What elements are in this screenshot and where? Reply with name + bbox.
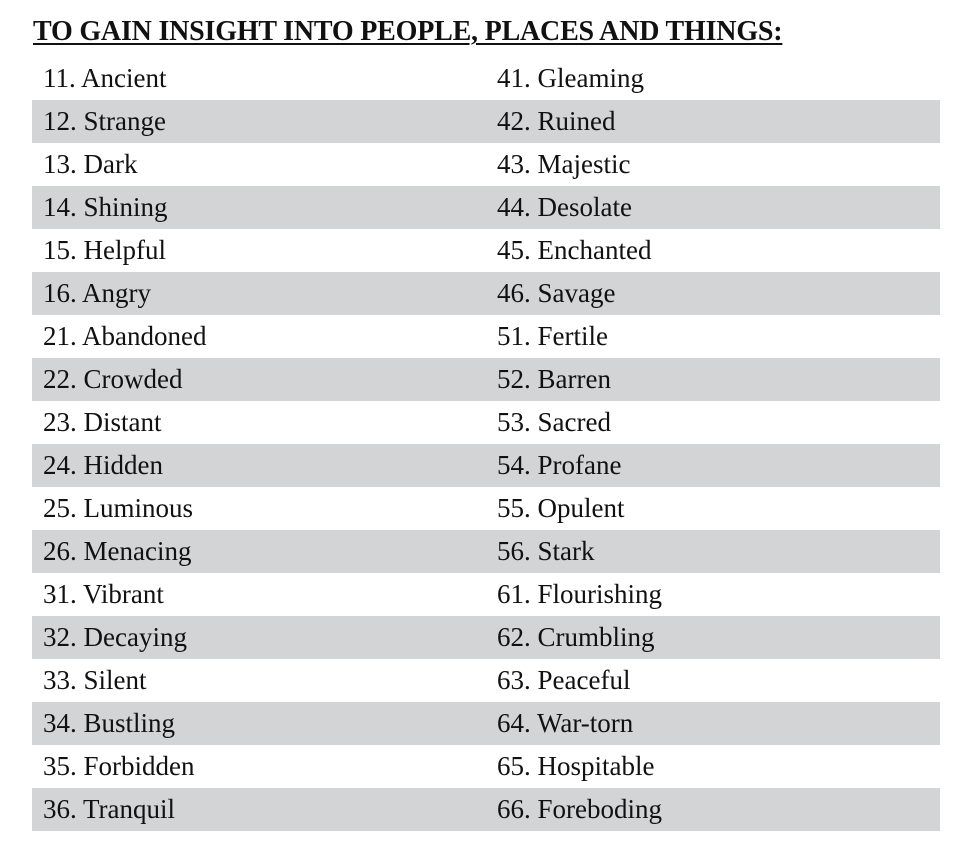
table-cell-right: 46. Savage	[497, 278, 616, 308]
table-title: TO GAIN INSIGHT INTO PEOPLE, PLACES AND …	[33, 16, 783, 47]
table-row: 36. Tranquil 66. Foreboding	[32, 788, 940, 831]
table-cell-left: 12. Strange	[43, 106, 166, 136]
table-cell-right: 51. Fertile	[497, 321, 608, 351]
table-cell-right: 64. War-torn	[497, 708, 634, 738]
table-cell-right: 44. Desolate	[497, 192, 632, 222]
table-cell-left: 25. Luminous	[43, 493, 194, 523]
oracle-table: 11. Ancient 41. Gleaming 12. Strange 42. Ru…	[32, 57, 940, 831]
table-cell-right: 45. Enchanted	[497, 235, 652, 265]
table-row: 11. Ancient 41. Gleaming	[32, 57, 940, 100]
table-row: 16. Angry 46. Savage	[32, 272, 940, 315]
table-cell-left: 32. Decaying	[43, 622, 187, 652]
table-cell-right: 53. Sacred	[497, 407, 611, 437]
table-row: 22. Crowded 52. Barren	[32, 358, 940, 401]
table-cell-right: 52. Barren	[497, 364, 611, 394]
table-cell-left: 36. Tranquil	[43, 794, 176, 824]
table-row: 23. Distant 53. Sacred	[32, 401, 940, 444]
table-cell-right: 41. Gleaming	[497, 63, 644, 93]
table-row: 31. Vibrant 61. Flourishing	[32, 573, 940, 616]
table-cell-left: 16. Angry	[43, 278, 151, 308]
table-cell-right: 65. Hospitable	[497, 751, 655, 781]
table-row: 26. Menacing 56. Stark	[32, 530, 940, 573]
table-cell-right: 43. Majestic	[497, 149, 631, 179]
table-row: 13. Dark 43. Majestic	[32, 143, 940, 186]
table-row: 14. Shining 44. Desolate	[32, 186, 940, 229]
table-cell-right: 66. Foreboding	[497, 794, 662, 824]
table-cell-left: 31. Vibrant	[43, 579, 164, 609]
table-cell-left: 14. Shining	[43, 192, 168, 222]
table-row: 24. Hidden 54. Profane	[32, 444, 940, 487]
table-cell-left: 24. Hidden	[43, 450, 163, 480]
table-cell-left: 23. Distant	[43, 407, 162, 437]
table-cell-left: 26. Menacing	[43, 536, 192, 566]
table-row: 34. Bustling 64. War-torn	[32, 702, 940, 745]
table-cell-left: 15. Helpful	[43, 235, 166, 265]
table-cell-right: 63. Peaceful	[497, 665, 631, 695]
table-cell-left: 11. Ancient	[43, 63, 167, 93]
table-cell-right: 42. Ruined	[497, 106, 616, 136]
table-cell-left: 34. Bustling	[43, 708, 176, 738]
table-cell-right: 62. Crumbling	[497, 622, 655, 652]
table-cell-left: 13. Dark	[43, 149, 138, 179]
table-cell-left: 21. Abandoned	[43, 321, 207, 351]
table-cell-right: 56. Stark	[497, 536, 595, 566]
table-row: 12. Strange 42. Ruined	[32, 100, 940, 143]
table-row: 35. Forbidden 65. Hospitable	[32, 745, 940, 788]
table-cell-right: 55. Opulent	[497, 493, 625, 523]
table-cell-left: 35. Forbidden	[43, 751, 195, 781]
table-cell-left: 33. Silent	[43, 665, 147, 695]
table-row: 25. Luminous 55. Opulent	[32, 487, 940, 530]
table-row: 33. Silent 63. Peaceful	[32, 659, 940, 702]
table-row: 32. Decaying 62. Crumbling	[32, 616, 940, 659]
table-row: 15. Helpful 45. Enchanted	[32, 229, 940, 272]
table-cell-right: 61. Flourishing	[497, 579, 663, 609]
table-row: 21. Abandoned 51. Fertile	[32, 315, 940, 358]
table-cell-right: 54. Profane	[497, 450, 622, 480]
table-cell-left: 22. Crowded	[43, 364, 183, 394]
